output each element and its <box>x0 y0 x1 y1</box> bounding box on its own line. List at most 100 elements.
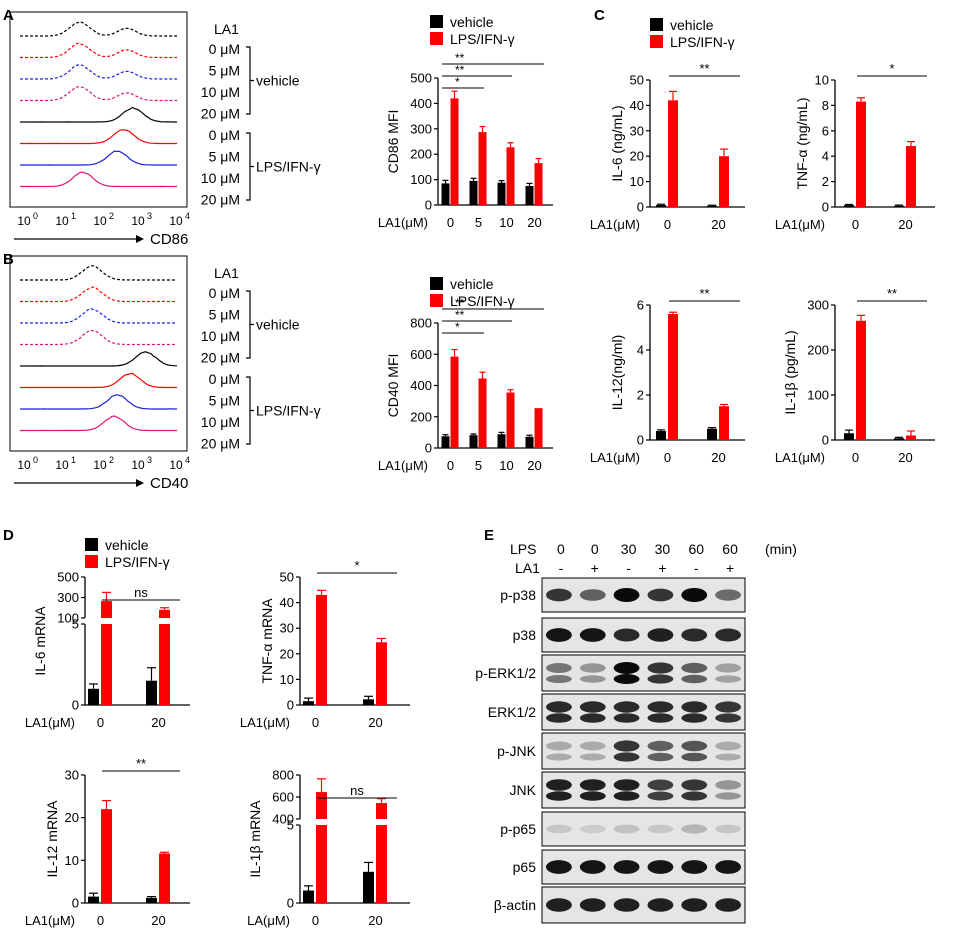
concentration-label: 20 μM <box>201 436 240 452</box>
bar-LPS/IFN-γ-0 <box>101 809 112 903</box>
blot-band <box>715 741 741 751</box>
blot-band <box>715 713 741 723</box>
panel-label-c: C <box>594 7 605 24</box>
blot-band <box>613 791 640 801</box>
la1-label: LA1 <box>214 265 239 281</box>
blot-row-p-p38: p-p38 <box>500 577 746 613</box>
x-tick-exponent: 0 <box>33 211 38 221</box>
bar-LPS/IFN-γ-20 <box>719 156 729 207</box>
x-tick-label: 10 <box>499 458 513 473</box>
blot-band <box>681 713 708 723</box>
western-blot: LPS LA1 0 - 0 +30 - 30 +60 - 60 + (min) p-p38 p38 p-ERK… <box>475 541 797 924</box>
blot-band <box>647 791 674 801</box>
legend-a: vehicle LPS/IFN-γ <box>430 14 515 47</box>
blot-band <box>647 898 674 912</box>
chart-D2: 0 10 20 30 40 50 TNF-α mRNA LA1(μM) 0 20 * <box>240 558 410 730</box>
x-axis-label: LA(μM) <box>247 913 290 928</box>
legend-label-vehicle: vehicle <box>450 276 494 292</box>
bar-vehicle-0 <box>844 205 854 207</box>
blot-band <box>681 740 708 752</box>
blot-band <box>715 628 741 642</box>
bar-LPS/IFN-γ-20-top <box>159 609 170 618</box>
blot-band <box>715 663 741 673</box>
blot-row-p-ERK1/2: p-ERK1/2 <box>475 654 746 692</box>
bar-LPS/IFN-γ-0 <box>450 356 459 448</box>
y-tick-label: 500 <box>57 570 79 585</box>
legend-swatch-lps <box>430 294 443 307</box>
bar-LPS/IFN-γ-20 <box>376 642 387 705</box>
x-tick-label: 10 <box>93 214 107 228</box>
blot-protein-label: p65 <box>513 859 537 875</box>
y-tick-label: 5 <box>287 818 294 833</box>
blot-band <box>546 713 572 723</box>
y-tick-label: 2 <box>822 174 829 189</box>
bar-vehicle-0 <box>656 431 666 440</box>
blot-band <box>579 860 606 874</box>
blot-band <box>579 589 606 601</box>
bar-vehicle-20 <box>146 897 157 903</box>
blot-row-p-p65: p-p65 <box>500 811 746 847</box>
blot-band <box>681 898 708 912</box>
lane-time-label: 30 <box>621 541 637 557</box>
significance-label: * <box>889 61 894 76</box>
bar-vehicle-20 <box>894 438 904 440</box>
x-tick-label: 0 <box>852 217 859 232</box>
bar-LPS/IFN-γ-0 <box>856 320 866 440</box>
significance-label: * <box>455 75 460 89</box>
group-brace-vehicle <box>246 46 254 115</box>
lane-la1-label: - <box>559 560 564 576</box>
y-tick-label: 2 <box>637 388 644 403</box>
legend-label-lps: LPS/IFN-γ <box>670 34 735 50</box>
blot-band <box>613 674 640 684</box>
bar-vehicle-20 <box>707 205 717 207</box>
histogram-frame <box>9 255 188 452</box>
bar-vehicle-0 <box>656 204 666 207</box>
concentration-label: 0 μM <box>209 127 240 143</box>
legend-c: vehicle LPS/IFN-γ <box>650 17 735 50</box>
bar-vehicle-20 <box>525 185 534 205</box>
histogram-trace-1 <box>20 286 177 303</box>
bar-LPS/IFN-γ-20 <box>719 406 729 440</box>
x-tick-label: 0 <box>447 458 454 473</box>
x-tick-label: 10 <box>131 458 145 472</box>
y-tick-label: 0 <box>72 896 79 911</box>
bar-LPS/IFN-γ-20 <box>906 435 916 440</box>
y-tick-label: 100 <box>57 611 79 626</box>
bar-vehicle-0 <box>441 436 450 448</box>
legend-swatch-vehicle <box>85 538 98 551</box>
y-tick-label: 200 <box>807 343 829 358</box>
blot-band <box>546 753 572 761</box>
y-tick-label: 400 <box>272 812 294 827</box>
y-tick-label: 400 <box>410 378 432 393</box>
group-brace-lps-label: LPS/IFN-γ <box>256 403 321 419</box>
blot-protein-label: β-actin <box>494 897 536 913</box>
y-tick-label: 0 <box>822 433 829 448</box>
blot-band <box>647 674 674 684</box>
blot-band <box>613 662 640 674</box>
blot-band <box>647 860 674 874</box>
blot-band <box>546 860 572 874</box>
legend-swatch-lps <box>650 35 663 48</box>
blot-band <box>647 701 674 713</box>
chart-C2: 0 2 4 6 8 10 TNF-α (ng/mL) LA1(μM) 0 20 * <box>775 61 935 232</box>
bar-vehicle-0 <box>88 896 99 903</box>
x-tick-label: 20 <box>898 217 912 232</box>
y-tick-label: 30 <box>280 621 294 636</box>
histogram-trace-0 <box>20 20 178 37</box>
blot-band <box>647 628 674 642</box>
y-tick-label: 0 <box>425 441 432 456</box>
blot-band <box>681 701 708 713</box>
blot-band <box>715 792 741 800</box>
blot-band <box>579 898 606 912</box>
legend-swatch-vehicle <box>430 277 443 290</box>
lane-la1-label: + <box>726 560 734 576</box>
bar-vehicle-20 <box>363 871 374 903</box>
blot-protein-label: p38 <box>513 627 537 643</box>
y-tick-label: 6 <box>637 298 644 313</box>
blot-band <box>579 791 606 801</box>
x-axis-label: LA1(μM) <box>775 450 825 465</box>
